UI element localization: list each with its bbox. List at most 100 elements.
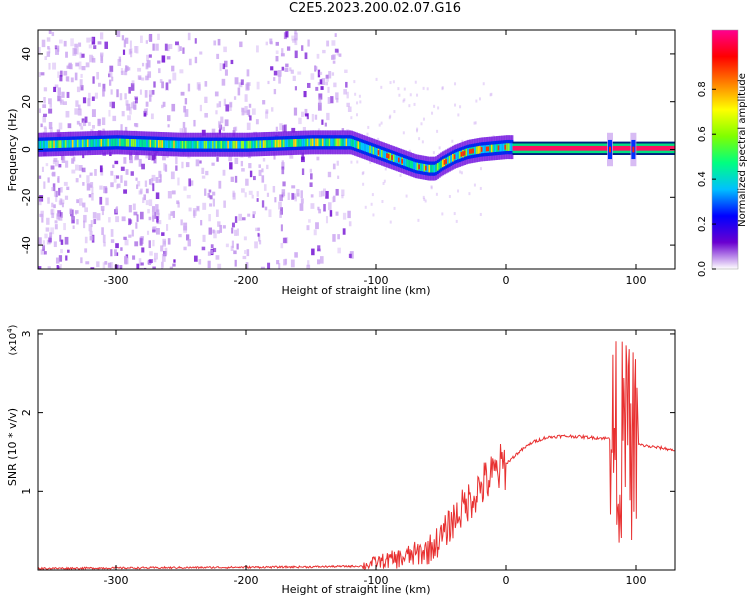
noise-speck — [147, 208, 150, 214]
noise-speck — [316, 53, 320, 59]
noise-speck — [128, 204, 132, 213]
noise-speck — [148, 90, 153, 97]
noise-speck — [148, 152, 151, 160]
noise-speck — [244, 94, 248, 102]
noise-speck — [282, 181, 286, 187]
noise-speck — [233, 250, 237, 255]
noise-speck — [47, 177, 50, 183]
noise-speck — [433, 104, 436, 108]
noise-speck — [342, 212, 347, 220]
noise-speck — [125, 169, 129, 175]
ridge-core — [267, 140, 271, 148]
noise-speck — [179, 46, 182, 51]
noise-speck — [341, 128, 345, 132]
noise-speck — [111, 101, 115, 109]
noise-speck — [139, 267, 144, 269]
noise-speck — [265, 41, 268, 46]
noise-speck — [71, 158, 75, 164]
ridge-core — [281, 139, 284, 148]
noise-speck — [149, 251, 153, 256]
noise-speck — [91, 96, 95, 101]
noise-speck — [110, 249, 113, 257]
noise-speck — [140, 262, 144, 266]
noise-speck — [154, 153, 157, 160]
ridge-core — [186, 140, 189, 149]
noise-speck — [104, 41, 109, 49]
ridge-core — [222, 140, 225, 149]
noise-speck — [157, 60, 161, 64]
noise-speck — [86, 37, 90, 43]
ridge-peak — [401, 158, 404, 164]
noise-speck — [78, 42, 82, 47]
ridge-core — [129, 138, 132, 147]
noise-speck — [187, 83, 191, 92]
snr-plot-area — [38, 330, 675, 570]
ridge-core — [411, 161, 414, 169]
noise-speck — [231, 222, 235, 228]
x-tick-label: -100 — [364, 274, 389, 287]
noise-speck — [431, 111, 434, 115]
ridge-core — [340, 138, 343, 147]
noise-speck — [88, 44, 93, 49]
ridge-core — [220, 140, 223, 149]
noise-speck — [212, 198, 215, 207]
noise-speck — [350, 116, 353, 120]
noise-speck — [224, 119, 229, 127]
noise-speck — [60, 187, 63, 193]
ridge-core — [171, 140, 174, 149]
noise-speck — [54, 224, 58, 230]
noise-speck — [150, 113, 154, 120]
noise-speck — [123, 39, 126, 48]
noise-speck — [222, 169, 226, 176]
noise-speck — [65, 110, 70, 118]
noise-speck — [321, 190, 324, 197]
ridge-core — [436, 163, 440, 171]
noise-speck — [59, 98, 63, 103]
ridge-core — [465, 148, 468, 157]
ridge-core — [354, 139, 357, 148]
ridge-core — [325, 138, 328, 147]
noise-speck — [60, 70, 63, 77]
colorbar-tick-label: 0.0 — [697, 261, 708, 277]
noise-speck — [161, 104, 164, 109]
ridge-core — [203, 140, 206, 149]
noise-speck — [44, 127, 47, 136]
noise-speck — [294, 196, 298, 202]
ridge-core — [156, 139, 159, 148]
noise-speck — [356, 101, 359, 105]
ridge-core — [403, 158, 406, 166]
noise-speck — [341, 194, 344, 199]
colorbar-tick-label: 0.4 — [697, 171, 708, 187]
noise-speck — [47, 266, 51, 269]
noise-speck — [306, 264, 311, 269]
ridge-core — [65, 140, 68, 148]
ridge-core — [234, 140, 237, 149]
ridge-core — [379, 149, 382, 157]
noise-speck — [145, 200, 149, 206]
noise-speck — [79, 174, 82, 178]
noise-speck — [294, 252, 298, 258]
noise-speck — [55, 195, 58, 202]
colorbar-label: Normalized spectral amplitude — [737, 73, 748, 227]
noise-speck — [130, 171, 134, 176]
noise-speck — [173, 259, 176, 263]
ridge-core — [321, 138, 325, 147]
noise-speck — [314, 66, 318, 71]
noise-speck — [145, 75, 149, 81]
ridge-peak — [377, 150, 381, 155]
noise-speck — [54, 160, 59, 167]
noise-speck — [89, 230, 93, 236]
ridge-core — [328, 138, 331, 147]
noise-speck — [202, 234, 206, 242]
ridge-core — [147, 139, 151, 148]
noise-speck — [441, 212, 444, 216]
noise-speck — [162, 153, 166, 161]
noise-speck — [238, 82, 243, 88]
noise-speck — [87, 98, 91, 107]
ridge-core — [264, 140, 267, 148]
snr-y-scale-note: (x104) — [6, 324, 19, 355]
ridge-core — [394, 154, 397, 163]
noise-speck — [334, 48, 339, 53]
colorbar-tick-label: 0.8 — [697, 81, 708, 97]
noise-speck — [398, 93, 401, 97]
